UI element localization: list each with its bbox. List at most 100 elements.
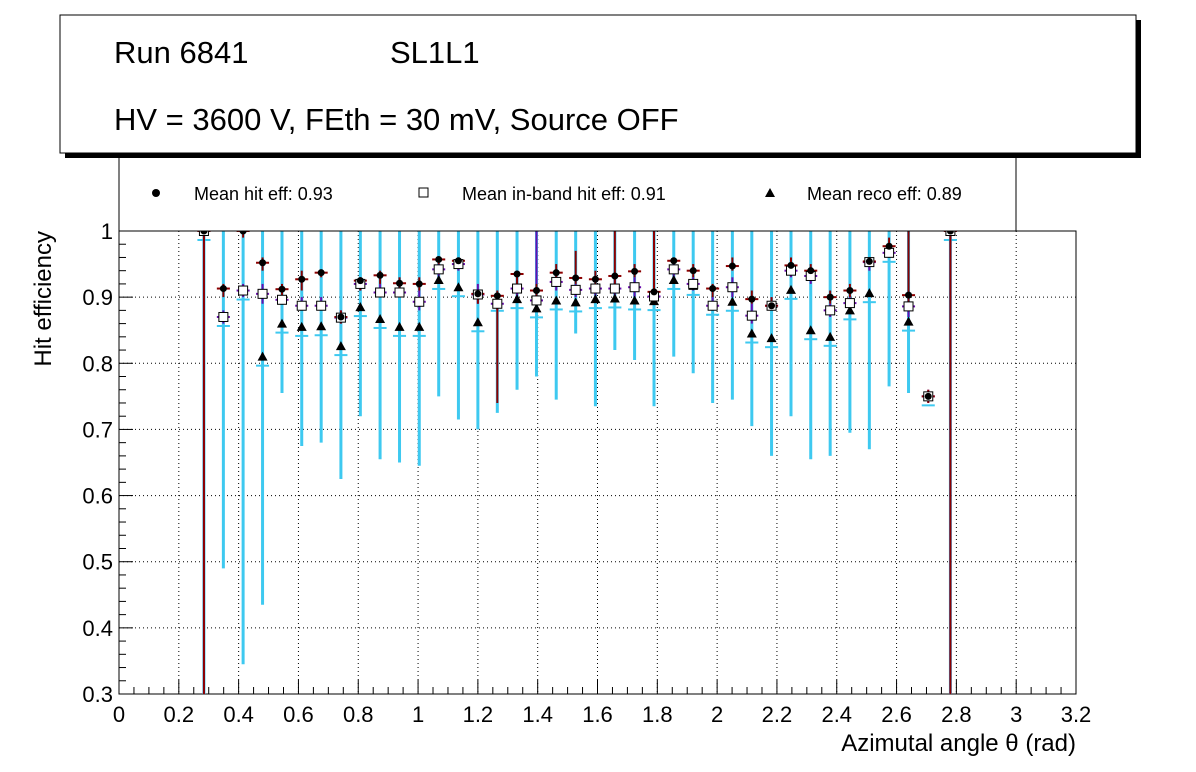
inband-point xyxy=(609,283,620,294)
hit-point xyxy=(611,272,619,280)
hit-point xyxy=(435,255,443,263)
inband-point xyxy=(746,310,757,321)
reco-point xyxy=(825,331,836,341)
x-tick-label: 0.2 xyxy=(164,702,195,727)
y-tick-label: 0.6 xyxy=(82,484,113,509)
reco-point xyxy=(903,316,914,326)
inband-point xyxy=(825,305,836,316)
data-markers xyxy=(198,226,956,402)
y-tick-label: 0.7 xyxy=(82,417,113,442)
reco-point xyxy=(844,305,855,315)
hit-point xyxy=(905,291,913,299)
inband-point xyxy=(668,264,679,275)
hit-point xyxy=(337,313,345,321)
x-tick-label: 0.4 xyxy=(223,702,254,727)
y-tick-label: 0.4 xyxy=(82,616,113,641)
legend-box xyxy=(118,155,1017,232)
inband-point xyxy=(375,287,386,298)
reco-point xyxy=(394,321,405,331)
x-tick-label: 2.2 xyxy=(762,702,793,727)
reco-point xyxy=(453,282,464,292)
hit-point xyxy=(572,274,580,282)
x-tick-label: 2.4 xyxy=(821,702,852,727)
x-tick-label: 2 xyxy=(711,702,723,727)
inband-point xyxy=(414,296,425,307)
x-tick-label: 2.8 xyxy=(941,702,972,727)
y-tick-label: 0.5 xyxy=(82,550,113,575)
reco-point xyxy=(355,302,366,312)
legend-hit-label: Mean hit eff: 0.93 xyxy=(194,184,333,204)
hit-point xyxy=(552,269,560,277)
hit-point xyxy=(376,271,384,279)
hit-point xyxy=(728,262,736,270)
inband-point xyxy=(844,298,855,309)
hit-point xyxy=(591,275,599,283)
hit-point xyxy=(865,257,873,265)
inband-point xyxy=(590,283,601,294)
hit-point xyxy=(396,279,404,287)
hit-point xyxy=(768,302,776,310)
reco-point xyxy=(316,321,327,331)
reco-point xyxy=(472,317,483,327)
reco-point xyxy=(296,321,307,331)
x-tick-label: 3.2 xyxy=(1061,702,1092,727)
reco-point xyxy=(590,294,601,304)
x-tick-label: 2.6 xyxy=(881,702,912,727)
reco-point xyxy=(335,341,346,351)
hit-point xyxy=(259,259,267,267)
reco-point xyxy=(629,295,640,305)
reco-point xyxy=(531,303,542,313)
inband-point xyxy=(570,284,581,295)
reco-point xyxy=(746,328,757,338)
reco-point xyxy=(668,274,679,284)
reco-point xyxy=(551,295,562,305)
run-label: Run 6841 xyxy=(114,35,248,70)
x-tick-label: 0.6 xyxy=(283,702,314,727)
hit-point xyxy=(846,287,854,295)
legend-reco-marker xyxy=(765,188,775,197)
x-tick-label: 1.4 xyxy=(522,702,553,727)
hit-point xyxy=(317,269,325,277)
reco-point xyxy=(609,293,620,303)
x-axis-title: Azimutal angle θ (rad) xyxy=(841,730,1076,757)
hit-point xyxy=(885,242,893,250)
legend-inband-marker xyxy=(418,187,429,198)
y-tick-label: 0.8 xyxy=(82,351,113,376)
x-tick-label: 1 xyxy=(412,702,424,727)
reco-point xyxy=(727,296,738,306)
reco-point xyxy=(276,318,287,328)
inband-point xyxy=(551,276,562,287)
inband-point xyxy=(629,282,640,293)
hit-point xyxy=(415,280,423,288)
x-tick-label: 0.8 xyxy=(343,702,374,727)
hit-point xyxy=(454,257,462,265)
x-tick-label: 0 xyxy=(113,702,125,727)
inband-point xyxy=(238,285,249,296)
legend-inband-label: Mean in-band hit eff: 0.91 xyxy=(462,184,666,204)
title-box xyxy=(59,14,1137,154)
hit-point xyxy=(787,261,795,269)
legend-hit-marker xyxy=(152,189,160,197)
reco-point xyxy=(433,274,444,284)
y-tick-label: 0.3 xyxy=(82,682,113,707)
hit-point xyxy=(924,392,932,400)
hit-point xyxy=(631,267,639,275)
inband-point xyxy=(296,300,307,311)
y-axis-title: Hit efficiency xyxy=(30,231,57,367)
hit-point xyxy=(474,290,482,298)
inband-point xyxy=(492,298,503,309)
hit-point xyxy=(219,285,227,293)
inband-point xyxy=(903,301,914,312)
hit-point xyxy=(513,270,521,278)
hit-point xyxy=(493,292,501,300)
legend-reco-label: Mean reco eff: 0.89 xyxy=(807,184,962,204)
x-tick-label: 1.2 xyxy=(463,702,494,727)
x-tick-label: 1.6 xyxy=(582,702,613,727)
hit-point xyxy=(670,257,678,265)
inband-point xyxy=(531,295,542,306)
inband-point xyxy=(276,294,287,305)
inband-point xyxy=(727,282,738,293)
hit-point xyxy=(748,295,756,303)
axis-ticks: 0 0.2 0.4 0.6 0.8 1 1.2 1.4 1.6 1.8 2 2.2 2.4 2.6 2.8 3… xyxy=(82,219,1091,727)
